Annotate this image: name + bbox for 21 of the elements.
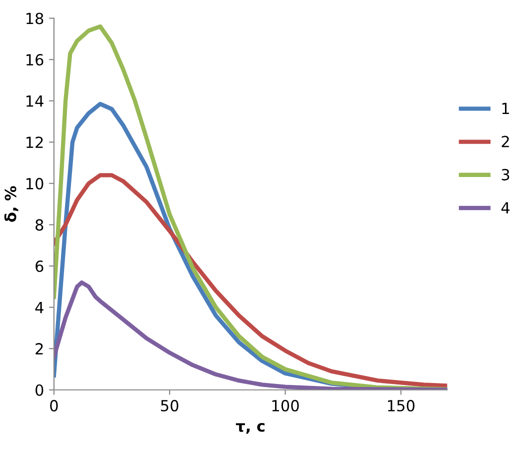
x-tick-label: 150: [388, 400, 414, 412]
x-axis-title: τ, c: [236, 422, 265, 434]
line-series: [54, 173, 448, 388]
legend-label: 3: [502, 168, 510, 180]
y-tick-label: 0: [36, 384, 44, 396]
y-tick-label: 8: [36, 219, 44, 231]
y-axis-title: δ, %: [4, 186, 18, 222]
x-tick-label: 100: [272, 400, 299, 412]
y-tick-label: 16: [26, 54, 44, 66]
y-tick-label: 6: [36, 260, 44, 272]
legend-label: 2: [502, 136, 509, 148]
x-tick-label: 0: [50, 400, 58, 412]
y-tick-label: 4: [35, 302, 44, 314]
y-tick-label: 14: [26, 95, 44, 107]
y-tick-label: 12: [26, 136, 43, 148]
y-tick-label: 18: [26, 12, 44, 24]
y-tick-label: 2: [36, 343, 43, 354]
legend-label: 4: [501, 202, 510, 214]
y-tick-label: 10: [26, 178, 44, 190]
x-tick-label: 50: [161, 400, 178, 412]
legend-label: 1: [502, 102, 509, 114]
